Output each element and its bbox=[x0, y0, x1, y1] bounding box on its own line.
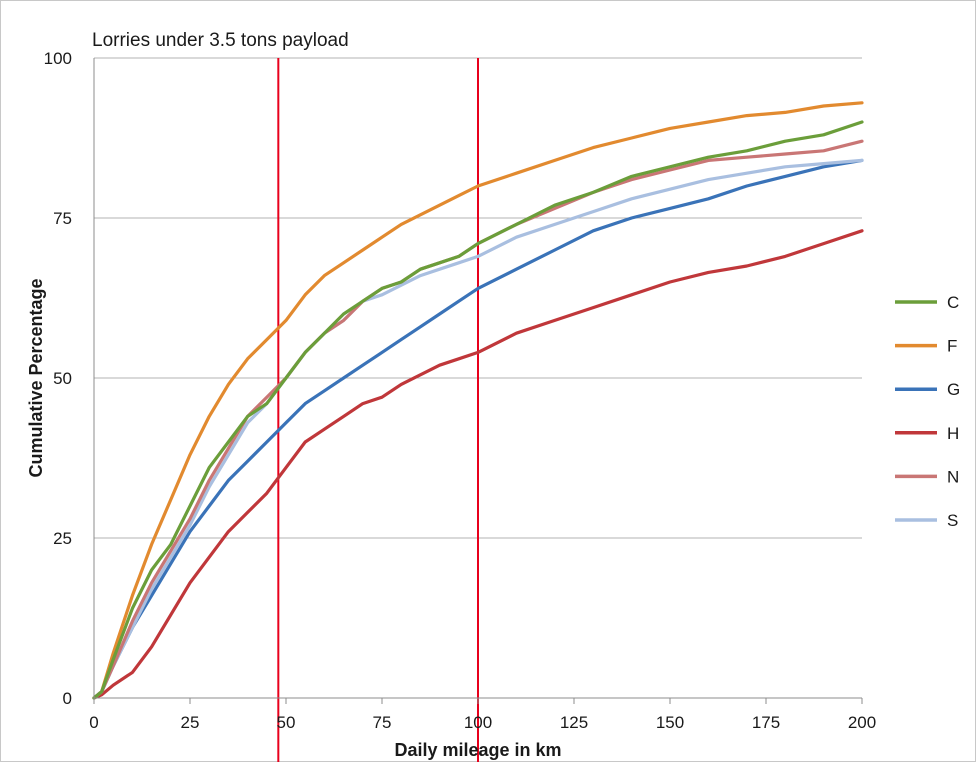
x-tick-label: 175 bbox=[752, 713, 780, 732]
series-line-G bbox=[92, 158, 864, 700]
legend-label-F: F bbox=[947, 337, 957, 356]
y-tick-label: 25 bbox=[53, 529, 72, 548]
legend: C F G H N S bbox=[895, 293, 960, 530]
y-tick-label: 75 bbox=[53, 209, 72, 228]
x-tick-label: 150 bbox=[656, 713, 684, 732]
x-tick-label: 125 bbox=[560, 713, 588, 732]
legend-label-C: C bbox=[947, 293, 959, 312]
legend-label-N: N bbox=[947, 467, 959, 486]
series-line-S bbox=[92, 158, 864, 700]
legend-label-H: H bbox=[947, 424, 959, 443]
y-tick-label: 50 bbox=[53, 369, 72, 388]
y-tick-label: 100 bbox=[44, 49, 72, 68]
x-axis-label: Daily mileage in km bbox=[394, 740, 561, 760]
x-tick-label: 200 bbox=[848, 713, 876, 732]
x-tick-label: 50 bbox=[277, 713, 296, 732]
y-tick-label: 0 bbox=[63, 689, 72, 708]
series-line-F bbox=[92, 101, 864, 700]
y-axis-label: Cumulative Percentage bbox=[26, 278, 46, 477]
x-tick-label: 100 bbox=[464, 713, 492, 732]
x-tick-label: 25 bbox=[181, 713, 200, 732]
legend-label-G: G bbox=[947, 380, 960, 399]
reference-lines bbox=[277, 58, 479, 762]
x-tick-label: 0 bbox=[89, 713, 98, 732]
legend-label-S: S bbox=[947, 511, 958, 530]
series-line-C bbox=[92, 120, 864, 700]
series-layer bbox=[92, 101, 864, 700]
chart-title: Lorries under 3.5 tons payload bbox=[92, 30, 349, 51]
x-tick-label: 75 bbox=[373, 713, 392, 732]
series-line-H bbox=[92, 229, 864, 700]
axis-layer: 0 25 50 75 100 0 25 50 75 100 125 150 175 200 bbox=[44, 49, 877, 732]
